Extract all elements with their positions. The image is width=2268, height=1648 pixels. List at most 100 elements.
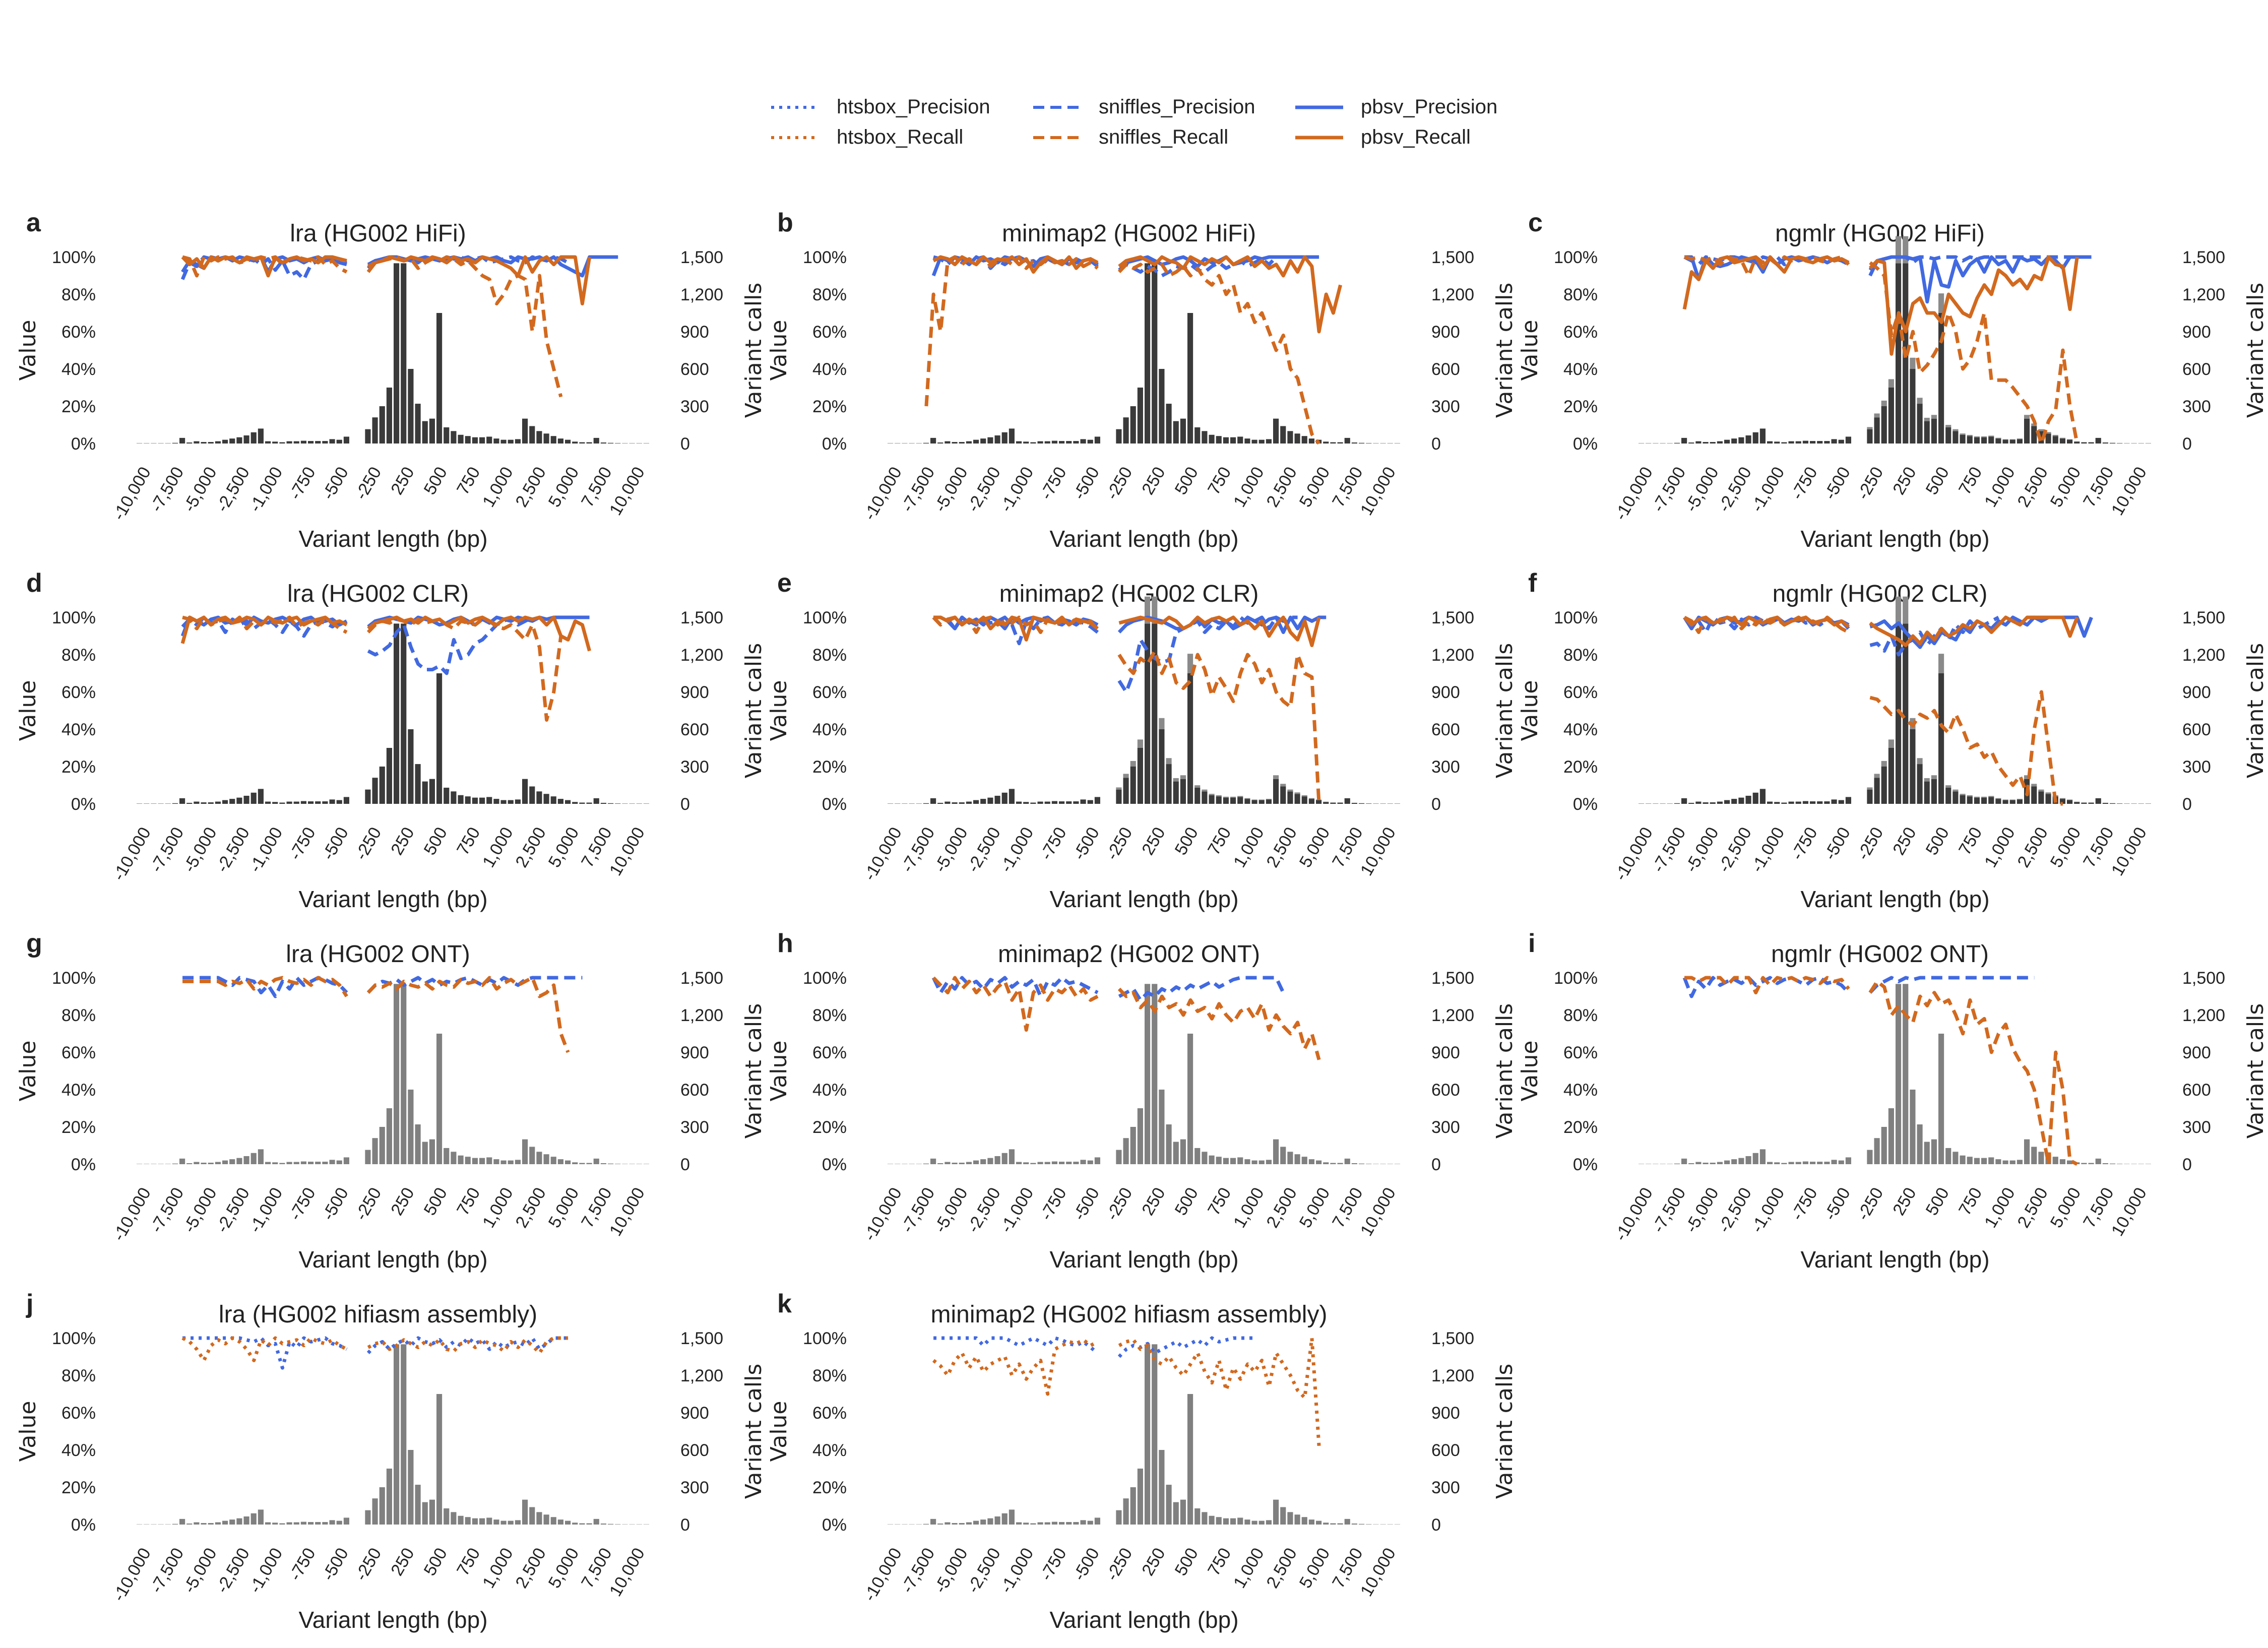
bar [1287, 1512, 1293, 1525]
x-tick: 2,500 [2013, 464, 2051, 511]
bar [1974, 797, 1980, 804]
bar [1023, 802, 1029, 804]
bar [1059, 1162, 1065, 1164]
bar [1316, 800, 1322, 804]
y-right-tick: 900 [2182, 1043, 2211, 1062]
panel-b: b minimap2 (HG002 HiFi) 0% 20% 40% 60% 80% 100%… [751, 202, 1518, 562]
bar [1080, 1520, 1086, 1525]
bar [422, 781, 428, 804]
bar [1717, 1162, 1723, 1164]
bar-overlay [1967, 795, 1973, 797]
bar [1016, 441, 1022, 443]
bar [2059, 1159, 2065, 1164]
x-tick: -250 [1102, 464, 1136, 503]
bar [1344, 1158, 1350, 1164]
x-tick: -7,500 [147, 464, 187, 515]
bar [1059, 1522, 1065, 1525]
bar [1051, 801, 1057, 804]
bar [1016, 801, 1022, 804]
x-tick: 2,500 [1263, 464, 1300, 511]
bar [208, 1523, 214, 1525]
y-right-tick: 1,200 [680, 1006, 723, 1025]
bar [2095, 798, 2101, 804]
bar [408, 1450, 414, 1525]
bar [1810, 441, 1816, 443]
x-tick: 500 [1171, 1184, 1202, 1219]
bar [1931, 779, 1937, 804]
bar [1323, 441, 1329, 443]
bar-overlay [1903, 236, 1909, 264]
bar [1330, 1523, 1336, 1525]
y-right-label: Variant calls [741, 283, 767, 418]
bar [994, 1516, 1000, 1525]
x-tick: -5,000 [930, 1545, 971, 1596]
bar [572, 802, 578, 804]
bar-overlay [1903, 596, 1909, 624]
x-tick: -2,500 [964, 824, 1004, 875]
bar-overlay [1258, 799, 1265, 800]
panel-f: f ngmlr (HG002 CLR) 0% 20% 40% 60% 80% 100% 0 300… [1502, 562, 2268, 922]
bar [1016, 1522, 1022, 1525]
bar [222, 1160, 228, 1164]
y-right-tick: 0 [680, 434, 690, 454]
y-right-tick: 1,500 [1431, 969, 1474, 988]
bar [1023, 1523, 1029, 1525]
x-tick: -250 [351, 464, 385, 503]
bar [1030, 1163, 1036, 1164]
x-tick: 500 [1171, 1545, 1202, 1579]
bar [1273, 779, 1279, 804]
bar [286, 441, 292, 443]
bar [1695, 1162, 1702, 1164]
bar [1802, 801, 1808, 804]
bar-overlay [1924, 778, 1930, 782]
bar [329, 439, 335, 443]
y-left-tick: 40% [61, 720, 96, 739]
x-tick: 2,500 [512, 1184, 549, 1231]
x-tick: 1,000 [479, 824, 517, 871]
x-tick: 2,500 [2013, 824, 2051, 871]
y-left-tick: 60% [812, 323, 847, 342]
bar-overlay [1945, 785, 1951, 788]
bar [930, 798, 936, 804]
bar [1359, 1524, 1365, 1525]
panel-chart: 0% 20% 40% 60% 80% 100% 0 300 600 900 1,200 1,500 Va… [15, 248, 767, 552]
x-tick: 1,000 [1981, 464, 2019, 511]
x-tick: 500 [420, 464, 451, 498]
bar-overlay [1223, 796, 1229, 798]
bar-overlay [2059, 798, 2065, 799]
y-left-tick: 80% [1563, 285, 1598, 304]
bar [272, 1523, 278, 1525]
bar [994, 435, 1000, 443]
bar [1752, 792, 1758, 804]
bar-overlay [1202, 789, 1208, 792]
bar [1073, 1522, 1079, 1525]
x-tick: -500 [1820, 824, 1854, 863]
bar [1724, 800, 1730, 804]
bar [1152, 984, 1158, 1164]
bar [550, 796, 556, 804]
panel-letter: f [1528, 568, 1537, 598]
bar [987, 797, 993, 804]
x-tick: 250 [1138, 824, 1169, 858]
y-left-label: Value [15, 1041, 41, 1102]
bar [1974, 1158, 1980, 1164]
bar [1745, 435, 1751, 443]
x-tick: -2,500 [213, 464, 254, 515]
bar [522, 779, 528, 804]
bar [1337, 442, 1343, 443]
y-right-label: Variant calls [1492, 283, 1518, 418]
bar [1681, 798, 1687, 804]
bar [586, 1523, 592, 1525]
bar [265, 1162, 271, 1164]
bar [1037, 441, 1043, 443]
x-tick: 5,000 [2047, 1184, 2085, 1231]
y-right-tick: 1,500 [680, 608, 723, 627]
x-tick: 750 [1204, 824, 1235, 858]
y-right-tick: 1,200 [2182, 1006, 2225, 1025]
bar [1745, 1156, 1751, 1164]
bar [1145, 1344, 1151, 1525]
series-line-sniffles-precision [1683, 615, 1850, 635]
bar [186, 442, 193, 443]
bar-overlay [1881, 760, 1887, 767]
bar [980, 1519, 986, 1525]
